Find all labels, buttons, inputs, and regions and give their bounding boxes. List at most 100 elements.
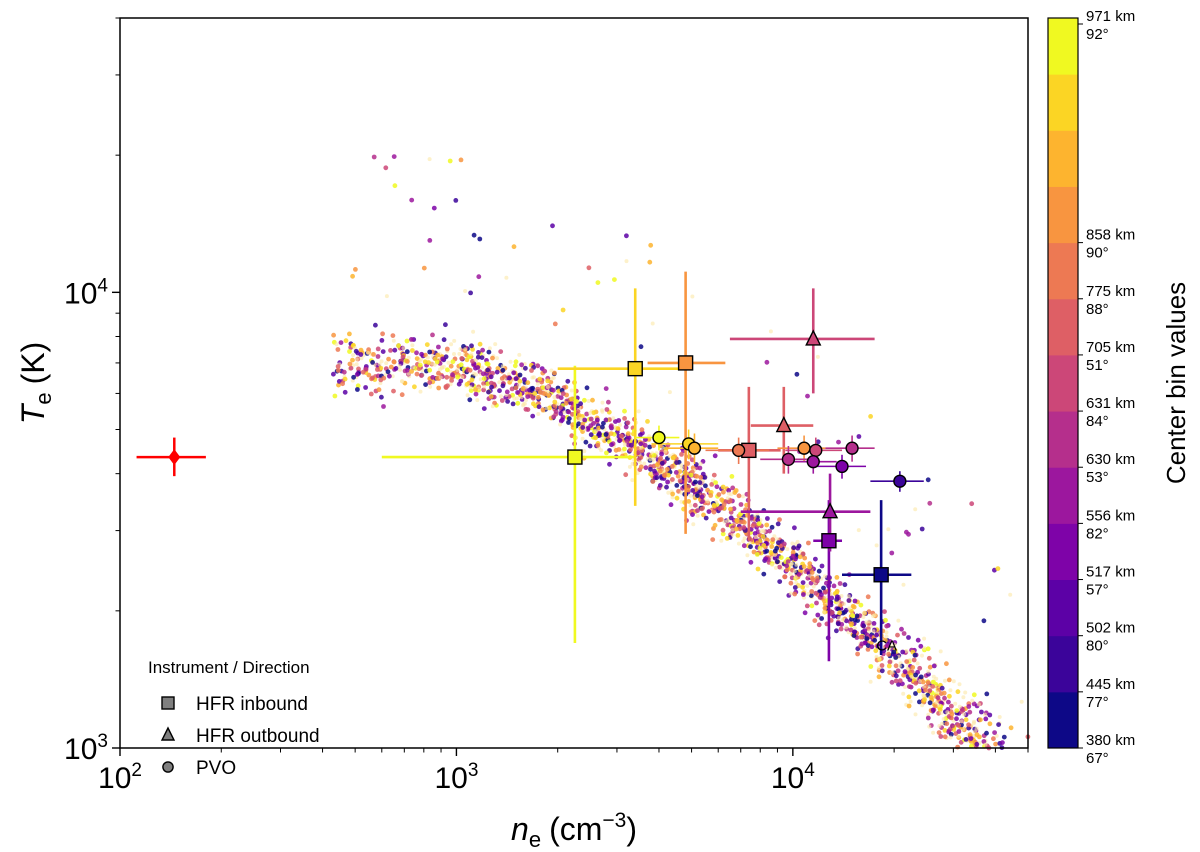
y-axis-symbol: T [15, 402, 51, 424]
cloud-point [618, 423, 622, 427]
cloud-point [347, 331, 352, 337]
cloud-point [392, 347, 398, 353]
cloud-point [630, 478, 635, 483]
cloud-point [814, 578, 820, 584]
cloud-point [804, 603, 810, 609]
cloud-point [558, 395, 564, 401]
cloud-point [578, 416, 583, 421]
cloud-point [929, 695, 934, 700]
cloud-point [741, 494, 745, 499]
cloud-point [686, 499, 692, 504]
cloud-point [834, 575, 840, 580]
cloud-point [368, 391, 374, 397]
cloud-point [635, 471, 640, 476]
cloud-point [659, 460, 665, 466]
cloud-point [868, 664, 874, 669]
cloud-point [959, 719, 964, 724]
cloud-point [939, 711, 944, 715]
cloud-point [485, 367, 491, 373]
cloud-point [712, 522, 718, 528]
cloud-point [379, 394, 384, 400]
circle-data-point [797, 441, 811, 455]
cloud-point [583, 439, 589, 445]
cloud-point [650, 321, 655, 326]
cloud-point [404, 349, 410, 355]
cloud-point [616, 418, 622, 423]
colorbar-label-angle: 51° [1086, 357, 1109, 374]
colorbar-label-altitude: 631 km [1086, 395, 1135, 412]
cloud-point [450, 372, 455, 378]
cloud-point [530, 375, 535, 380]
cloud-point [910, 665, 916, 670]
cloud-point [354, 357, 359, 362]
cloud-point [775, 521, 781, 527]
cloud-point [390, 374, 395, 379]
cloud-point [436, 370, 441, 376]
cloud-point [969, 501, 975, 507]
cloud-point [927, 688, 933, 693]
cloud-point [418, 389, 423, 394]
cloud-point [582, 449, 587, 454]
cloud-point [670, 477, 675, 482]
cloud-point [854, 613, 860, 619]
cloud-point [513, 385, 519, 391]
cloud-point [552, 399, 558, 405]
cloud-point [669, 464, 675, 469]
cloud-point [716, 492, 722, 497]
cloud-point [714, 484, 720, 490]
cloud-point [668, 502, 674, 508]
cloud-point [711, 502, 717, 508]
cloud-point [476, 274, 482, 280]
cloud-point [479, 355, 485, 360]
cloud-point [638, 460, 642, 465]
cloud-point [551, 387, 556, 393]
cloud-point [913, 691, 918, 696]
cloud-point [391, 359, 397, 365]
cloud-point [717, 517, 722, 523]
cloud-point [440, 356, 446, 362]
cloud-point [463, 289, 468, 293]
cloud-point [392, 183, 398, 189]
cloud-point [494, 369, 500, 375]
cloud-point [636, 409, 641, 414]
cloud-point [944, 721, 950, 727]
cloud-point [920, 679, 926, 685]
cloud-point [489, 384, 494, 390]
cloud-point [738, 502, 744, 507]
circle-data-point [835, 459, 849, 474]
cloud-point [789, 561, 794, 566]
cloud-point [844, 618, 849, 624]
cloud-point [638, 432, 643, 438]
cloud-point [812, 618, 818, 623]
cloud-point [810, 577, 816, 583]
cloud-point [708, 493, 714, 498]
cloud-point [469, 377, 475, 383]
cloud-point [628, 447, 633, 453]
cloud-point [962, 712, 966, 717]
cloud-point [697, 480, 703, 485]
cloud-point [927, 700, 933, 706]
cloud-point [523, 365, 528, 371]
cloud-point [728, 506, 733, 512]
cloud-point [858, 634, 864, 640]
cloud-point [842, 602, 846, 606]
cloud-point [470, 347, 475, 352]
cloud-point [967, 709, 973, 715]
cloud-point [513, 359, 519, 365]
cloud-point [482, 384, 487, 389]
cloud-point [795, 539, 800, 544]
cloud-point [471, 329, 476, 334]
cloud-point [882, 609, 887, 614]
circle-data-point [687, 441, 702, 455]
cloud-point [901, 691, 906, 696]
cloud-point [922, 636, 927, 641]
cloud-point [724, 536, 730, 541]
cloud-point [772, 553, 777, 558]
cloud-point [997, 715, 1002, 719]
cloud-point [865, 594, 871, 600]
cloud-point [808, 593, 814, 598]
cloud-point [709, 482, 715, 487]
cloud-point [444, 346, 450, 352]
cloud-point [332, 393, 338, 399]
